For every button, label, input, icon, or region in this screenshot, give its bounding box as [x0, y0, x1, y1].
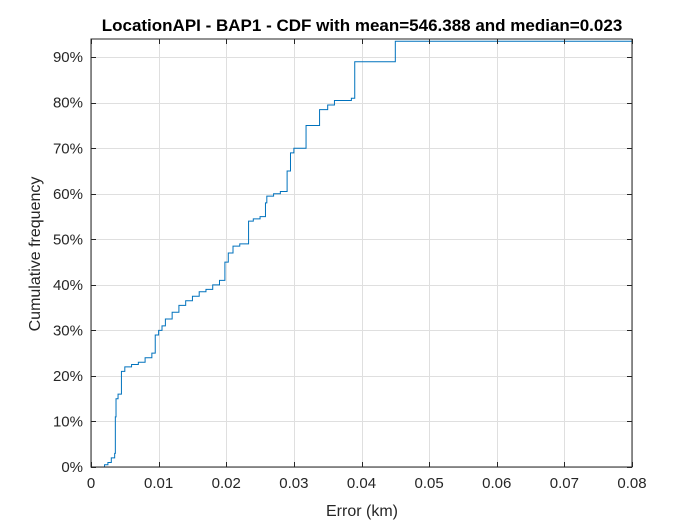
y-tick-label: 60% [53, 186, 83, 203]
cdf-series-line [101, 40, 632, 468]
x-tick-label: 0 [87, 475, 95, 492]
axes-box [90, 38, 633, 468]
x-tick-label: 0.04 [347, 475, 376, 492]
x-axis-label: Error (km) [326, 503, 398, 520]
x-tick-label: 0.06 [482, 475, 511, 492]
y-tick-label: 80% [53, 95, 83, 112]
y-tick-label: 10% [53, 413, 83, 430]
chart-title: LocationAPI - BAP1 - CDF with mean=546.3… [102, 16, 623, 35]
x-tick-label: 0.05 [415, 475, 444, 492]
grid-lines [91, 39, 633, 468]
y-tick-label: 70% [53, 140, 83, 157]
y-tick-label: 30% [53, 322, 83, 339]
y-axis-label: Cumulative frequency [27, 177, 44, 332]
plot-area [101, 40, 632, 468]
x-tick-label: 0.02 [212, 475, 241, 492]
y-tick-label: 40% [53, 277, 83, 294]
x-tick-label: 0.08 [617, 475, 646, 492]
y-tick-label: 20% [53, 368, 83, 385]
x-tick-label: 0.07 [550, 475, 579, 492]
y-tick-label: 0% [61, 459, 83, 476]
y-tick-label: 90% [53, 49, 83, 66]
ticks: 0 0.01 0.02 0.03 0.04 0.05 0.06 0.07 0.08 0% 10% 20… [53, 39, 647, 492]
x-tick-label: 0.03 [279, 475, 308, 492]
y-tick-label: 50% [53, 231, 83, 248]
x-tick-label: 0.01 [144, 475, 173, 492]
